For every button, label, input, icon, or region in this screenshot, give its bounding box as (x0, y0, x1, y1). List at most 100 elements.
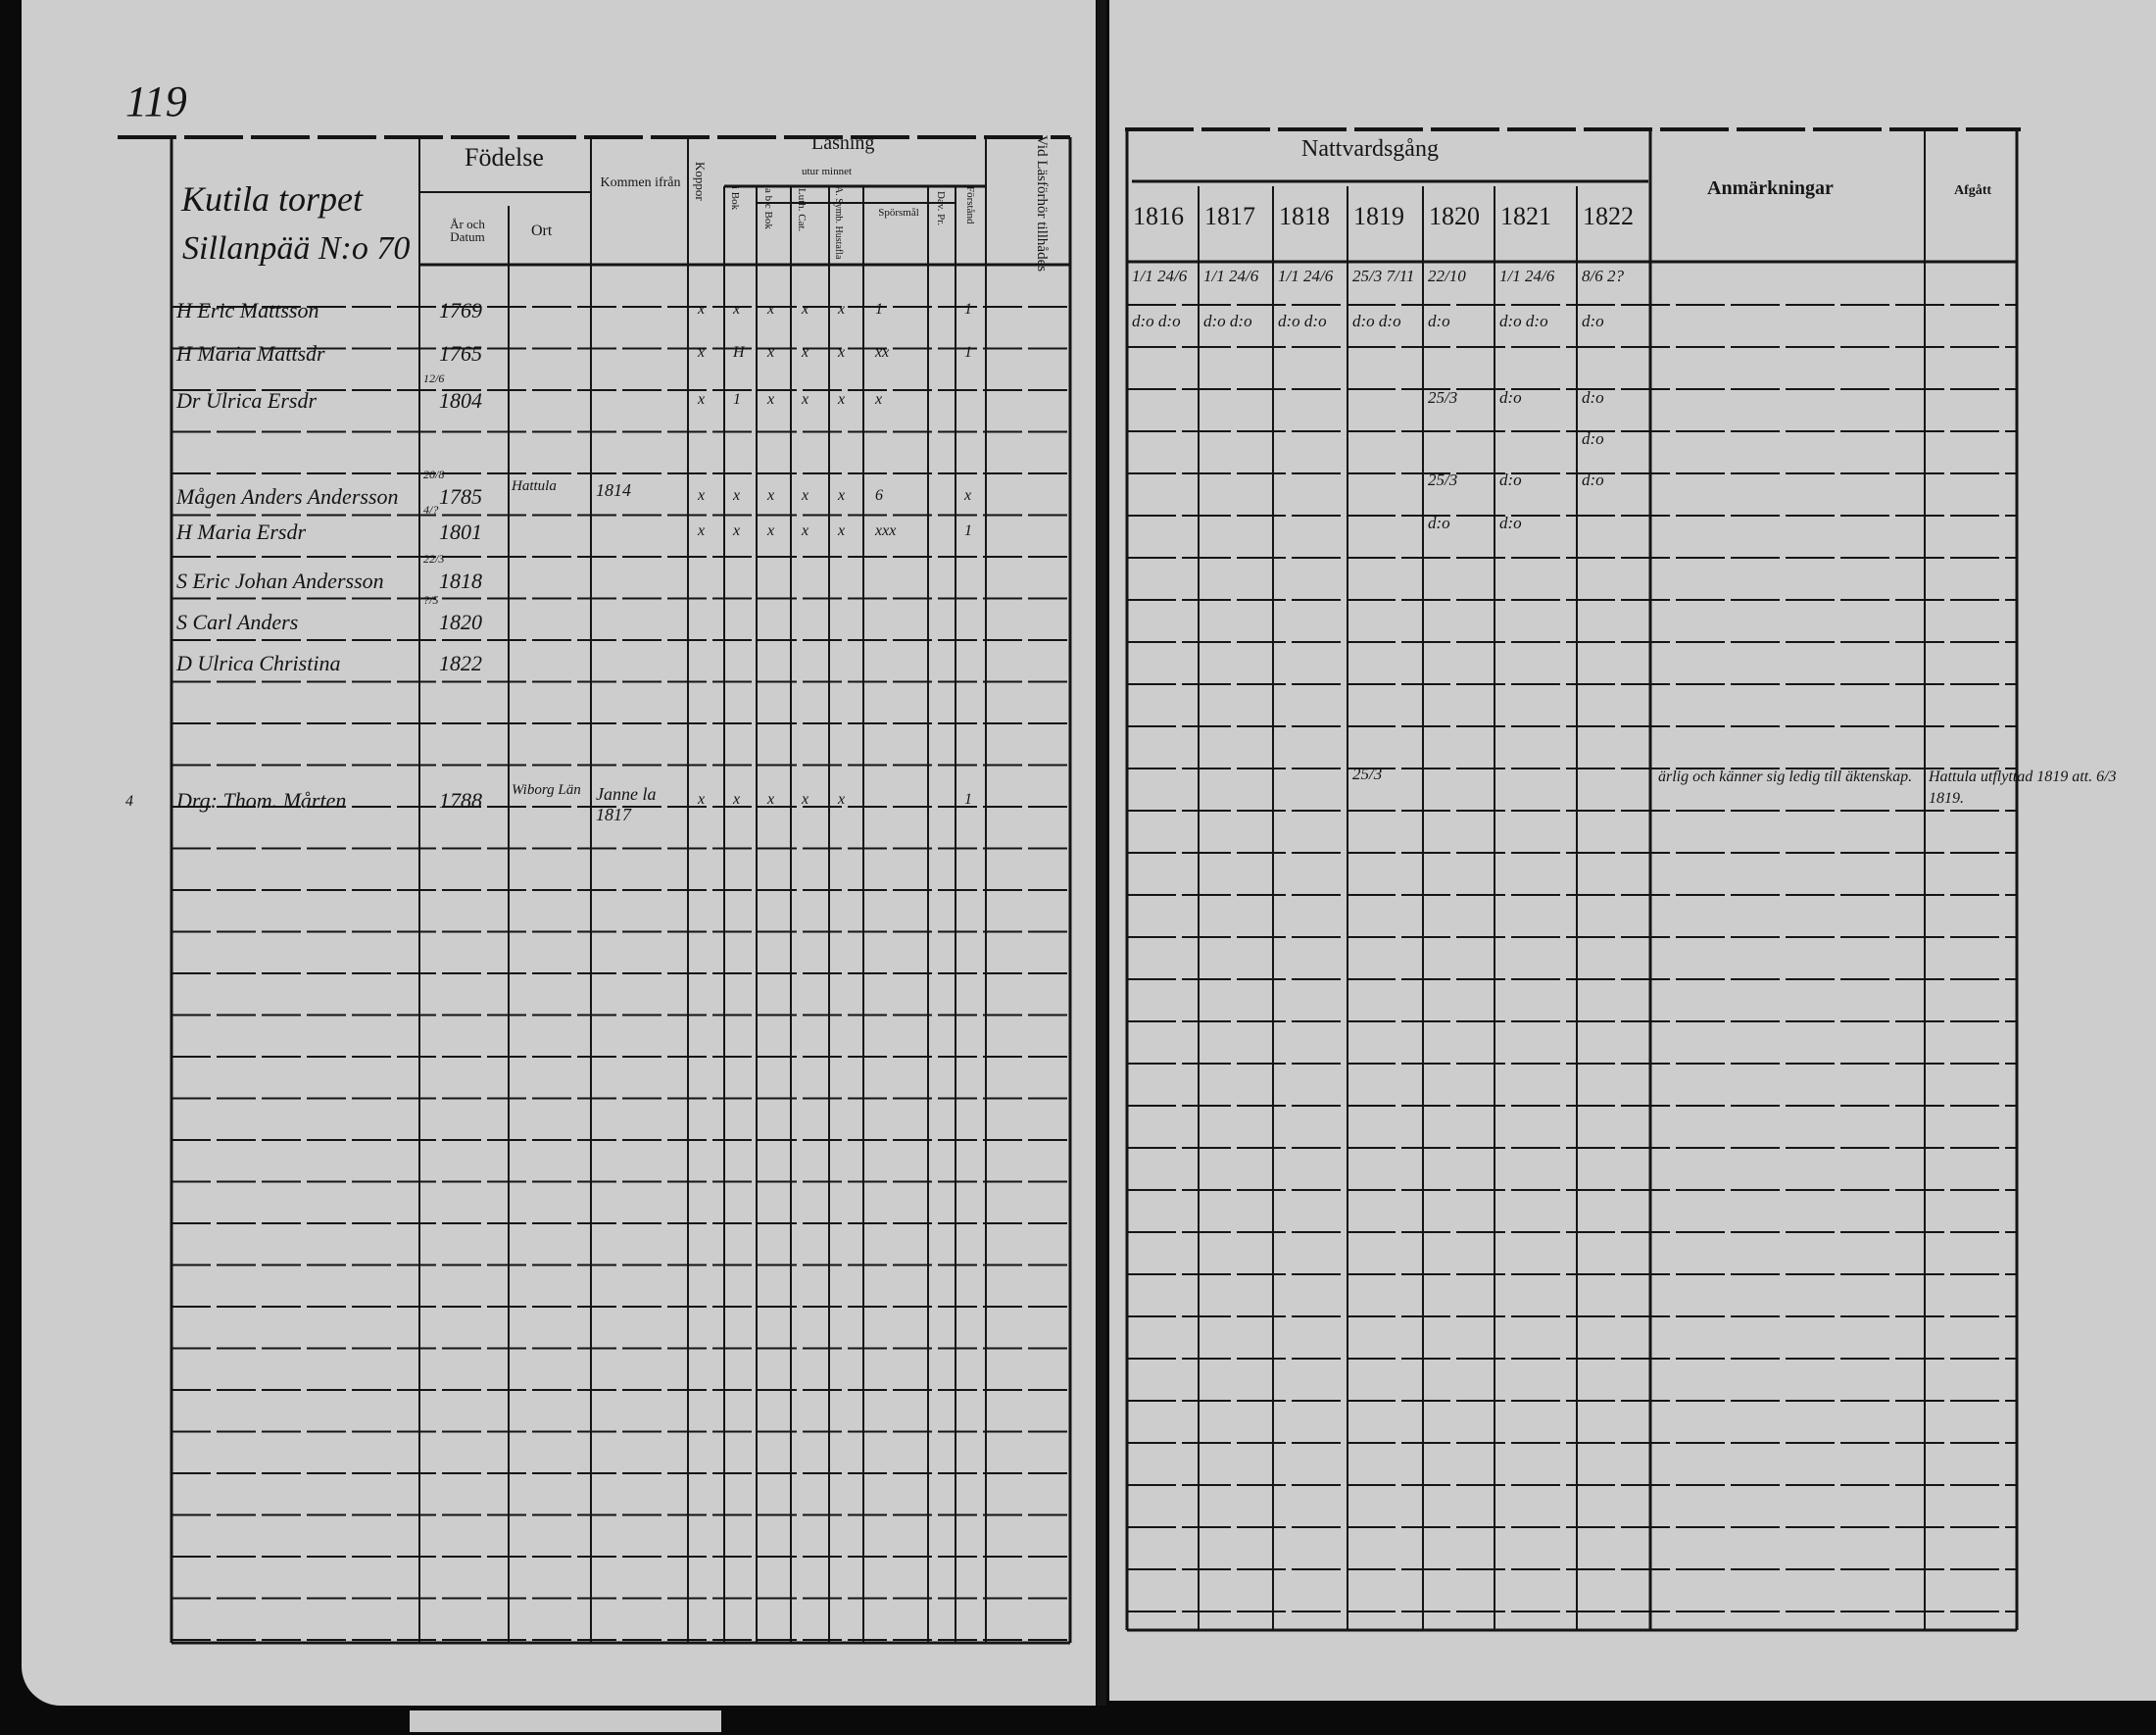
birth-year: 1801 (439, 520, 482, 544)
year-header-1819: 1819 (1353, 202, 1404, 230)
paper-tab (410, 1710, 721, 1732)
reading-mark: x (838, 391, 846, 408)
remark-text: ärlig och känner sig ledig till äktenska… (1658, 768, 1913, 785)
reading-mark: 1 (875, 301, 883, 318)
reading-mark: 6 (875, 487, 883, 504)
birth-year: 1769 (439, 298, 482, 322)
reading-mark: H (733, 344, 745, 361)
birth-year: 1818 (439, 569, 482, 593)
communion-entry: d:o (1582, 429, 1604, 448)
header-luth-cat: Luth. Cat. (796, 188, 808, 232)
reading-mark: x (733, 487, 741, 504)
reading-mark: x (802, 791, 809, 808)
birth-year: 1822 (439, 651, 482, 675)
reading-mark: x (698, 791, 706, 808)
communion-entry: d:o d:o (1203, 312, 1252, 330)
person-name: H Eric Mattsson (176, 298, 319, 322)
communion-entry: 25/3 (1428, 471, 1458, 489)
communion-entry: d:o (1582, 312, 1604, 330)
forstand-mark: 1 (964, 344, 972, 361)
communion-entry: d:o (1428, 514, 1450, 532)
reading-mark: x (767, 301, 775, 318)
birth-day: 22/3 (423, 552, 445, 566)
header-nattvardsgang: Nattvardsgång (1301, 136, 1439, 162)
reading-mark: 1 (733, 391, 741, 408)
reading-mark: x (698, 487, 706, 504)
moved-from: 1814 (596, 480, 631, 500)
person-name: D Ulrica Christina (176, 651, 341, 675)
person-name: Mågen Anders Andersson (176, 484, 399, 509)
birth-year: 1788 (439, 788, 482, 813)
header-abc-bok: a b c Bok (762, 188, 774, 229)
household-name: Kutila torpet (181, 179, 364, 219)
communion-entry: d:o (1499, 388, 1522, 407)
reading-mark: x (767, 522, 775, 539)
person-name: S Eric Johan Andersson (176, 569, 384, 593)
communion-entry: d:o (1499, 514, 1522, 532)
communion-entry: 1/1 24/6 (1278, 267, 1334, 285)
reading-mark: x (802, 487, 809, 504)
communion-entry: d:o d:o (1278, 312, 1327, 330)
reading-mark: x (733, 522, 741, 539)
person-name: Dr Ulrica Ersdr (176, 388, 318, 413)
header-dav-pr: Dav. Pr. (935, 191, 947, 226)
reading-mark: x (838, 522, 846, 539)
communion-entry: 25/3 7/11 (1352, 267, 1415, 285)
person-name: H Maria Mattsdr (176, 341, 325, 366)
header-forstand: Förstånd (964, 186, 976, 224)
communion-entry: d:o (1428, 312, 1450, 330)
reading-mark: x (838, 487, 846, 504)
birth-year: 1785 (439, 484, 482, 509)
person-name: Drg: Thom. Mårten (176, 788, 347, 813)
communion-entry: d:o d:o (1352, 312, 1401, 330)
header-ort: Ort (531, 223, 553, 239)
communion-entry: 25/3 (1352, 765, 1383, 783)
header-afgatt: Afgått (1954, 183, 1992, 198)
year-header-1816: 1816 (1133, 202, 1184, 230)
year-header-1822: 1822 (1583, 202, 1634, 230)
page-number: 119 (125, 77, 187, 125)
person-name: S Carl Anders (176, 610, 299, 634)
reading-mark: x (767, 344, 775, 361)
communion-entry: 25/3 (1428, 388, 1458, 407)
year-header-1818: 1818 (1279, 202, 1330, 230)
header-sporsmal: Spörsmål (878, 207, 919, 219)
reading-mark: x (802, 344, 809, 361)
communion-entry: d:o (1582, 471, 1604, 489)
header-a-symb: A. Symb. Hustafla (833, 186, 844, 260)
moved-from: Janne la 1817 (596, 784, 657, 824)
reading-mark: xx (875, 344, 890, 361)
person-name: H Maria Ersdr (176, 520, 307, 544)
birth-place: Hattula (512, 478, 557, 494)
reading-mark: x (838, 301, 846, 318)
header-i-bok: i Bok (729, 186, 741, 211)
reading-mark: x (698, 522, 706, 539)
forstand-mark: 1 (964, 301, 972, 318)
birth-year: 1820 (439, 610, 482, 634)
header-koppor: Koppor (693, 162, 708, 201)
header-utur-minnet: utur minnet (802, 166, 853, 177)
header-anmarkningar: Anmärkningar (1707, 177, 1834, 199)
reading-mark: x (767, 487, 775, 504)
communion-entry: d:o (1499, 471, 1522, 489)
reading-mark: x (802, 391, 809, 408)
reading-mark: xxx (875, 522, 897, 539)
forstand-mark: 1 (964, 791, 972, 808)
header-ar-och-datum: År och Datum (450, 217, 485, 244)
communion-entry: d:o (1582, 388, 1604, 407)
forstand-mark: 1 (964, 522, 972, 539)
left-page (22, 0, 1096, 1706)
birth-day: 12/6 (423, 372, 445, 385)
communion-entry: d:o d:o (1499, 312, 1548, 330)
communion-entry: 1/1 24/6 (1132, 267, 1188, 285)
birth-day: 4/? (423, 503, 439, 517)
header-lasning: Läsning (811, 132, 875, 154)
reading-mark: x (733, 791, 741, 808)
reading-mark: x (802, 522, 809, 539)
communion-entry: 22/10 (1428, 267, 1466, 285)
reading-mark: x (838, 344, 846, 361)
forstand-mark: x (964, 487, 972, 504)
reading-mark: x (802, 301, 809, 318)
